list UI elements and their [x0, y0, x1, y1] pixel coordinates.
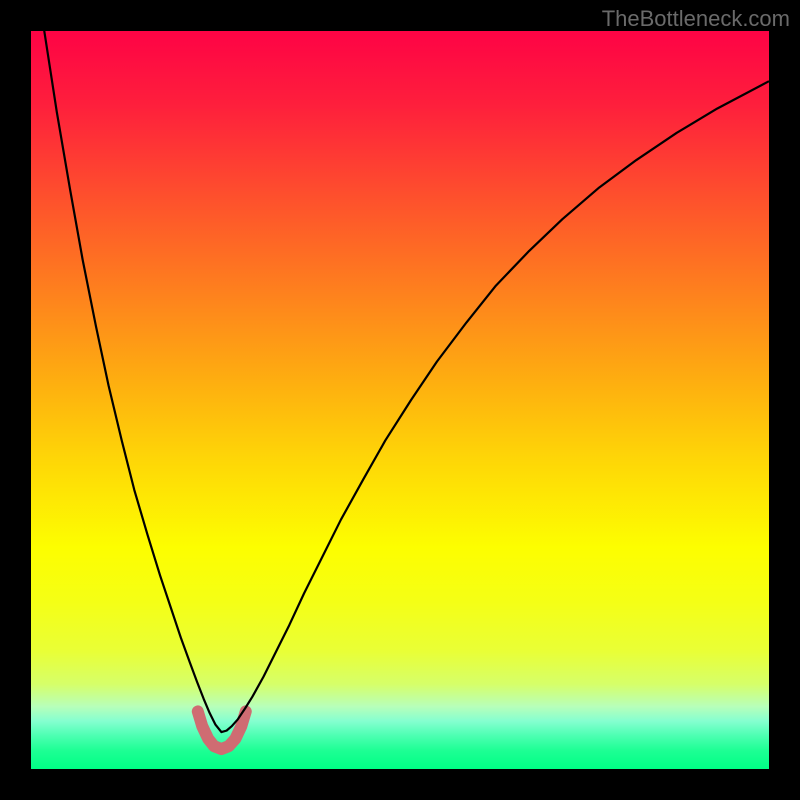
chart-container: TheBottleneck.com [0, 0, 800, 800]
watermark-text: TheBottleneck.com [602, 6, 790, 32]
plot-svg [31, 31, 769, 769]
plot-frame [31, 31, 769, 769]
bottleneck-curve [31, 0, 769, 732]
